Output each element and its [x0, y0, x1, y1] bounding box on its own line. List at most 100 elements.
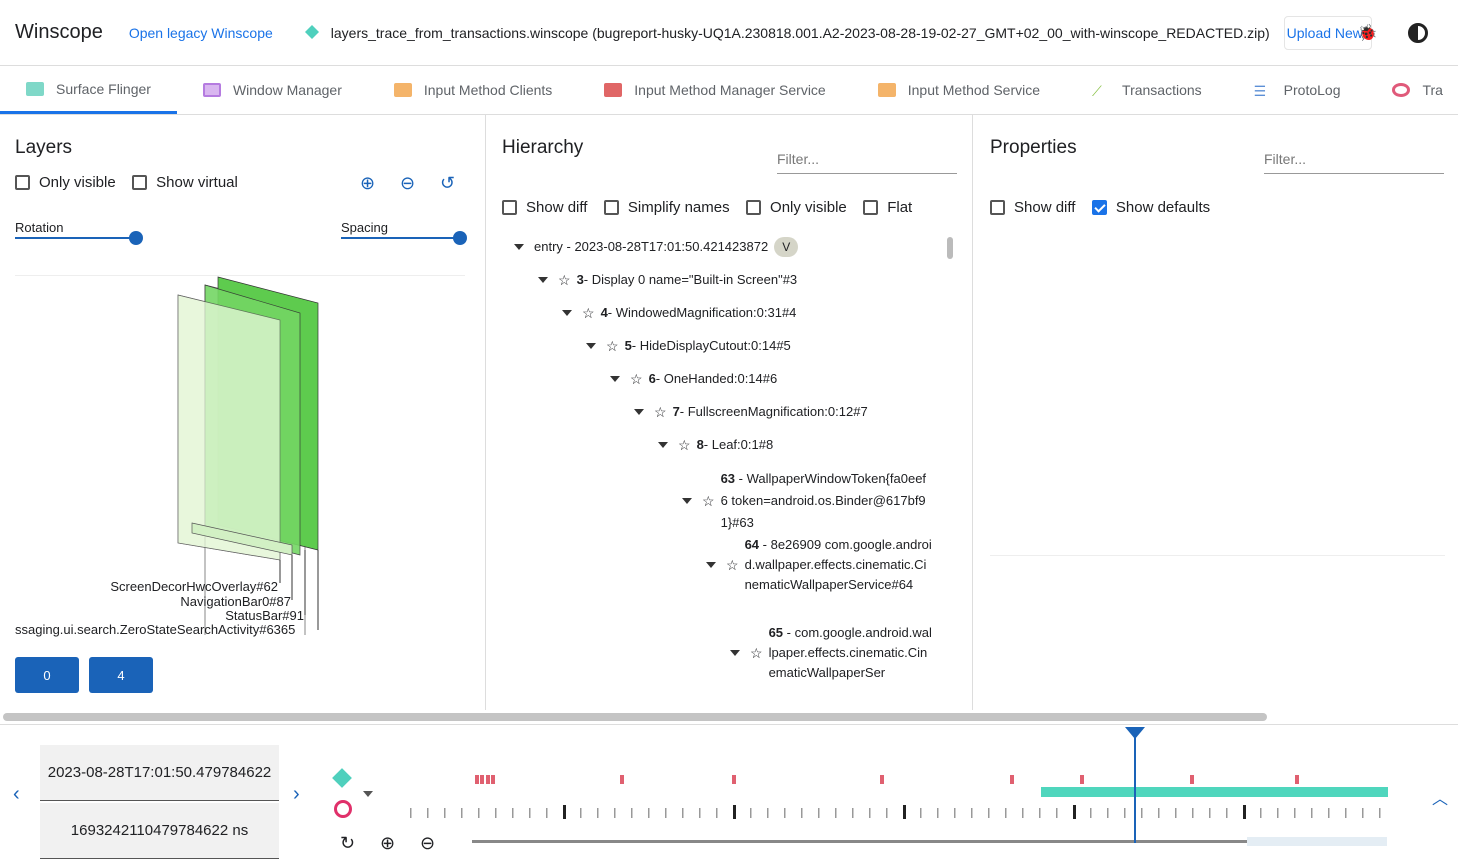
reset-view-icon[interactable]: ↺ — [440, 173, 456, 193]
transition-mark — [491, 775, 495, 784]
node-text: - FullscreenMagnification:0:12#7 — [679, 404, 868, 419]
theme-toggle-icon[interactable] — [1407, 22, 1428, 43]
tree-node[interactable]: ☆ 63 - WallpaperWindowToken{fa0eef6 token… — [682, 468, 931, 534]
node-id: 3 — [576, 272, 584, 287]
hierarchy-panel: Hierarchy Filter... Show diff Simplify n… — [487, 115, 973, 710]
tree-node[interactable]: ☆ 7 - FullscreenMagnification:0:12#7 — [634, 402, 868, 422]
layers-3d-view[interactable] — [0, 275, 480, 635]
node-text: - Display 0 name="Built-in Screen"#3 — [583, 272, 798, 287]
tree-node[interactable]: ☆ 3 - Display 0 name="Built-in Screen"#3 — [538, 270, 797, 290]
layers-icon — [26, 81, 44, 96]
tree-node[interactable]: ☆ 4 - WindowedMagnification:0:31#4 — [562, 303, 796, 323]
star-icon[interactable]: ☆ — [702, 493, 715, 509]
tab-input-method-clients[interactable]: Input Method Clients — [368, 66, 578, 114]
tab-input-method-service[interactable]: Input Method Service — [852, 66, 1066, 114]
properties-filter-input[interactable]: Filter... — [1264, 151, 1444, 174]
layer-label: ScreenDecorHwcOverlay#62 — [110, 579, 278, 594]
tab-transactions[interactable]: ⟋ Transactions — [1066, 66, 1228, 114]
list-icon: ☰ — [1253, 83, 1267, 99]
zoom-in-icon[interactable]: ⊕ — [380, 833, 396, 853]
layer-entry-mark — [512, 808, 514, 818]
tree-scrollbar[interactable] — [947, 237, 953, 259]
zoom-in-icon[interactable]: ⊕ — [360, 173, 376, 193]
tree-node[interactable]: ☆ 6 - OneHanded:0:14#6 — [610, 369, 777, 389]
tree-node[interactable]: ☆ 65 - com.google.android.wallpaper.effec… — [730, 623, 933, 683]
bug-icon[interactable]: 🐞 — [1357, 24, 1378, 42]
tab-surface-flinger[interactable]: Surface Flinger — [0, 66, 177, 114]
layers-trace-icon[interactable] — [332, 768, 352, 788]
layer-entry-mark — [852, 808, 854, 818]
tab-label: Transactions — [1122, 82, 1202, 98]
tree-node[interactable]: ☆ 8 - Leaf:0:1#8 — [658, 435, 773, 455]
star-icon[interactable]: ☆ — [654, 404, 667, 420]
prev-entry-icon[interactable]: ‹ — [13, 783, 20, 805]
layer-entry-mark — [1226, 808, 1228, 818]
top-bar: Winscope Open legacy Winscope layers_tra… — [0, 0, 1458, 66]
star-icon[interactable]: ☆ — [582, 305, 595, 321]
layer-entry-mark — [886, 808, 888, 818]
show-defaults-checkbox[interactable]: Show defaults — [1091, 199, 1210, 216]
tab-window-manager[interactable]: Window Manager — [177, 66, 368, 114]
upload-new-button[interactable]: Upload New — [1283, 15, 1372, 50]
hierarchy-filter-input[interactable]: Filter... — [777, 151, 957, 174]
layer-entry-mark — [750, 808, 752, 818]
checkbox-label: Simplify names — [627, 199, 730, 216]
star-icon[interactable]: ☆ — [678, 437, 691, 453]
tree-node[interactable]: ☆ 5 - HideDisplayCutout:0:14#5 — [586, 336, 791, 356]
layer-entry-mark — [1379, 808, 1381, 818]
only-visible-checkbox[interactable]: Only visible — [746, 199, 847, 216]
tree-node-entry[interactable]: entry - 2023-08-28T17:01:50.421423872 V — [514, 237, 799, 257]
spacing-slider[interactable] — [341, 231, 467, 245]
display-button-4[interactable]: 4 — [89, 657, 153, 693]
reset-zoom-icon[interactable]: ↻ — [340, 833, 356, 853]
tab-protolog[interactable]: ☰ ProtoLog — [1228, 66, 1367, 114]
transition-mark — [486, 775, 490, 784]
app-title: Winscope — [15, 21, 103, 43]
layer-entry-mark — [920, 808, 922, 818]
next-entry-icon[interactable]: › — [293, 783, 300, 805]
zoom-out-icon[interactable]: ⊖ — [420, 833, 436, 853]
trace-dropdown-icon[interactable] — [363, 791, 373, 797]
simplify-names-checkbox[interactable]: Simplify names — [603, 199, 730, 216]
layer-entry-mark — [988, 808, 990, 818]
show-virtual-checkbox[interactable]: Show virtual — [132, 174, 238, 191]
zoom-out-icon[interactable]: ⊖ — [400, 173, 416, 193]
layer-entry-mark — [835, 808, 837, 818]
layer-entry-mark — [1311, 808, 1313, 818]
trace-file-name: layers_trace_from_transactions.winscope … — [330, 24, 1270, 41]
star-icon[interactable]: ☆ — [606, 338, 619, 354]
star-icon[interactable]: ☆ — [558, 272, 571, 288]
layer-entry-mark — [648, 808, 650, 818]
tree-node[interactable]: ☆ 64 - 8e26909 com.google.android.wallpap… — [706, 535, 933, 595]
timestamp-input[interactable]: 2023-08-28T17:01:50.479784622 — [40, 745, 279, 801]
visible-badge: V — [774, 237, 799, 257]
collapse-timeline-icon[interactable]: ︿ — [1432, 791, 1449, 808]
tab-input-method-manager-service[interactable]: Input Method Manager Service — [578, 66, 851, 114]
node-id: 63 — [720, 471, 736, 486]
show-diff-checkbox[interactable]: Show diff — [990, 199, 1075, 216]
show-diff-checkbox[interactable]: Show diff — [502, 199, 587, 216]
node-id: 65 — [768, 625, 784, 640]
display-button-0[interactable]: 0 — [15, 657, 79, 693]
keyboard-icon — [877, 83, 896, 97]
node-id: 8 — [696, 437, 704, 452]
ns-timestamp-input[interactable]: 1693242110479784622 ns — [40, 803, 279, 859]
flat-checkbox[interactable]: Flat — [863, 199, 912, 216]
transitions-trace-icon[interactable] — [334, 800, 352, 818]
rotation-slider[interactable] — [15, 231, 143, 245]
layer-entry-mark — [1107, 808, 1109, 818]
horizontal-scrollbar[interactable] — [3, 713, 1267, 721]
layer-entry-mark — [767, 808, 769, 818]
star-icon[interactable]: ☆ — [726, 557, 739, 573]
layer-entry-mark — [1192, 808, 1194, 818]
layer-entry-mark — [1124, 808, 1126, 818]
timeline-track[interactable] — [400, 725, 1400, 861]
star-icon[interactable]: ☆ — [750, 645, 763, 661]
open-legacy-link[interactable]: Open legacy Winscope — [128, 24, 273, 41]
layer-entry-mark — [716, 808, 718, 818]
star-icon[interactable]: ☆ — [630, 371, 643, 387]
layer-entry-mark — [1362, 808, 1364, 818]
checkbox-label: Show virtual — [156, 174, 238, 191]
only-visible-checkbox[interactable]: Only visible — [15, 174, 116, 191]
tab-transitions[interactable]: Tra — [1366, 66, 1458, 114]
